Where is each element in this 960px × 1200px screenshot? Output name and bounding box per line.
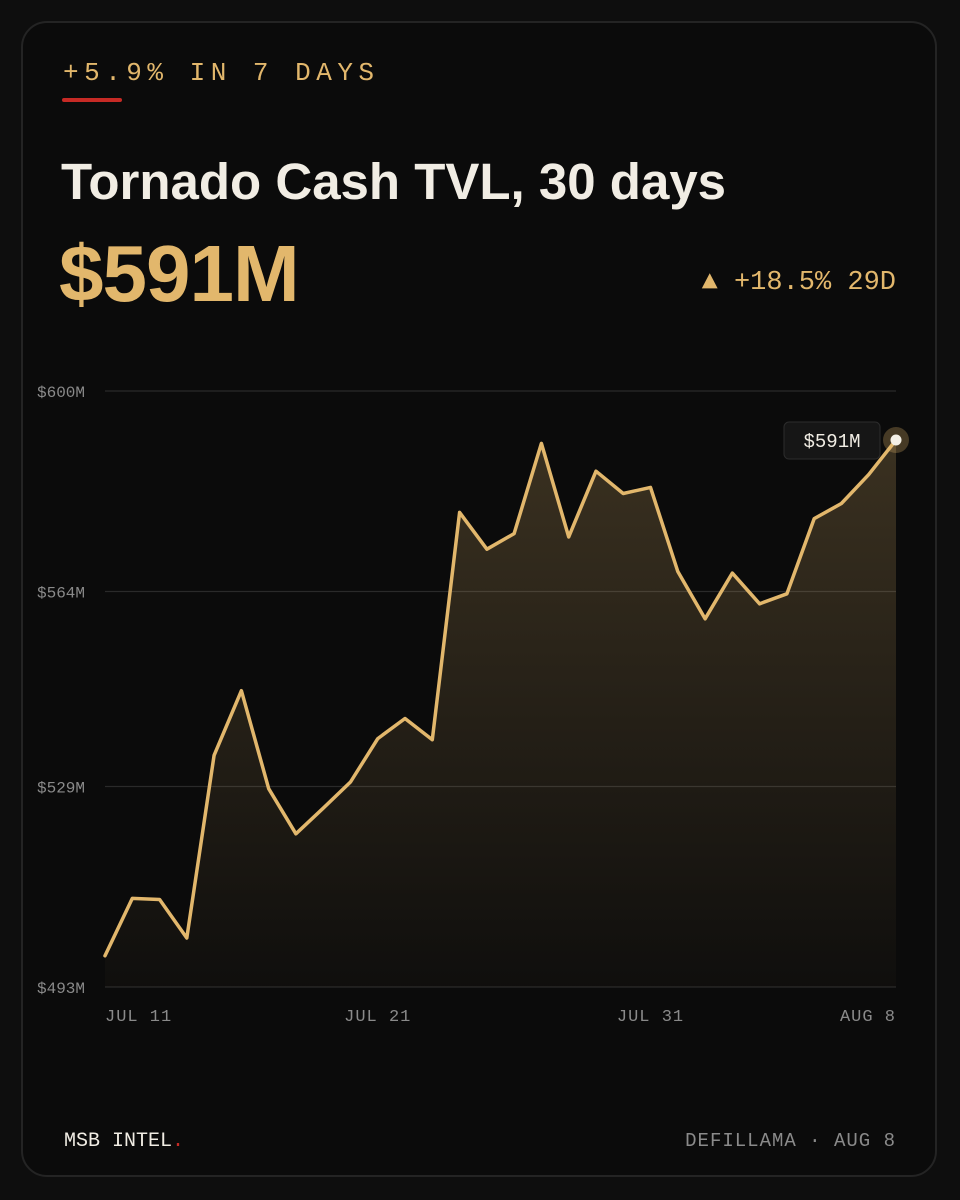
- y-tick-label: $600M: [37, 384, 85, 402]
- y-tick-label: $564M: [37, 585, 85, 603]
- footer-brand-dot: .: [172, 1130, 185, 1153]
- tvl-series-line: [103, 438, 898, 958]
- footer-source: DEFILLAMA · AUG 8: [685, 1130, 896, 1152]
- tvl-area-fill: [105, 440, 896, 987]
- last-value-label: $591M: [803, 431, 860, 453]
- footer-brand: MSB INTEL.: [64, 1130, 184, 1153]
- footer-brand-text: MSB INTEL: [64, 1130, 173, 1153]
- y-tick-label: $493M: [37, 980, 85, 998]
- y-tick-label: $529M: [37, 779, 85, 797]
- kicker-underline: [62, 98, 122, 102]
- x-tick-label: JUL 21: [344, 1008, 411, 1027]
- last-point-dot: [890, 434, 902, 446]
- x-tick-label: JUL 11: [105, 1008, 172, 1027]
- period-change-badge: ▲ +18.5% 29D: [701, 268, 896, 298]
- last-value-tooltip: [783, 421, 881, 460]
- x-tick-label: AUG 8: [840, 1008, 896, 1027]
- current-tvl-value: $591M: [59, 229, 300, 318]
- weekly-change-kicker: +5.9% IN 7 DAYS: [63, 58, 380, 88]
- page-title: Tornado Cash TVL, 30 days: [61, 153, 727, 210]
- x-tick-label: JUL 31: [617, 1008, 684, 1027]
